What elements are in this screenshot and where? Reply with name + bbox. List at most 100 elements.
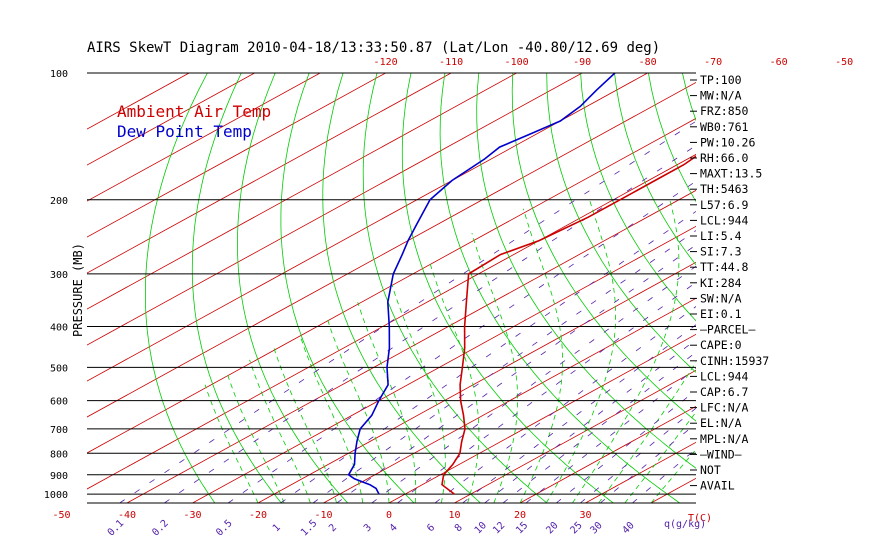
moist-adiabat-line bbox=[357, 301, 417, 503]
moist-adiabat-line bbox=[227, 374, 285, 503]
dry-adiabat-line bbox=[236, 73, 348, 503]
mixing-ratio-tick-label: 0.2 bbox=[150, 518, 171, 539]
top-temp-tick-label: -100 bbox=[505, 57, 529, 68]
top-temp-tick-label: -110 bbox=[439, 57, 463, 68]
isotherm-line bbox=[257, 261, 696, 503]
mixing-ratio-line bbox=[502, 351, 696, 503]
bottom-temp-tick-label: 20 bbox=[514, 510, 526, 521]
pressure-tick-label: 100 bbox=[50, 69, 68, 80]
moist-adiabat-line bbox=[390, 279, 446, 503]
dry-adiabat-line bbox=[476, 73, 696, 469]
moist-adiabat-line bbox=[204, 384, 259, 503]
dew-point-temp-line bbox=[347, 73, 616, 495]
mixing-ratio-tick-label: 8 bbox=[453, 522, 465, 534]
isotherm-line bbox=[87, 73, 517, 310]
index-item: EL:N/A bbox=[700, 416, 742, 430]
bottom-temp-tick-labels: -50 -40 -30 -20 -10 0 10 20 30 bbox=[52, 510, 591, 521]
moist-adiabat-line bbox=[545, 199, 616, 503]
isotherm-line bbox=[323, 297, 696, 503]
index-item: FRZ:850 bbox=[700, 104, 749, 118]
index-item: CAP:6.7 bbox=[700, 385, 749, 399]
mixing-ratio-line bbox=[397, 281, 696, 503]
moist-adiabat-line bbox=[273, 347, 337, 503]
pressure-tick-label: 800 bbox=[50, 449, 68, 460]
dry-adiabat-line bbox=[648, 73, 696, 203]
series-lines bbox=[347, 73, 696, 495]
pressure-tick-labels: 100 200 300 400 500 600 700 800 900 1000 bbox=[44, 69, 68, 501]
index-item: —PARCEL— bbox=[700, 323, 755, 337]
top-temp-tick-label: -60 bbox=[770, 57, 788, 68]
legend-ambient-air-temp: Ambient Air Temp bbox=[117, 102, 271, 121]
mixing-ratio-line bbox=[280, 210, 696, 503]
dry-adiabat-line bbox=[580, 73, 696, 322]
isotherm-line bbox=[126, 189, 696, 503]
index-item: TP:100 bbox=[700, 73, 742, 87]
bottom-temp-tick-label: -30 bbox=[183, 510, 201, 521]
top-temp-tick-label: -50 bbox=[835, 57, 853, 68]
index-item: —WIND— bbox=[700, 447, 742, 461]
dry-adiabat-line bbox=[511, 73, 696, 422]
mixing-ratio-tick-label: 6 bbox=[425, 522, 437, 534]
moist-adiabat-line bbox=[249, 359, 311, 503]
bottom-temp-tick-label: -40 bbox=[118, 510, 136, 521]
dry-adiabat-line bbox=[362, 73, 548, 503]
dry-adiabat-line bbox=[280, 73, 415, 503]
mixing-ratio-tick-label: 4 bbox=[388, 522, 400, 534]
index-item: LI:5.4 bbox=[700, 229, 742, 243]
isotherm-line bbox=[87, 81, 696, 418]
chart-title: AIRS SkewT Diagram 2010-04-18/13:33:50.8… bbox=[87, 40, 660, 56]
isotherm-line bbox=[650, 477, 696, 503]
mixing-ratio-tick-label: 0.5 bbox=[214, 518, 235, 539]
isotherm-line bbox=[87, 153, 696, 490]
index-item: MPL:N/A bbox=[700, 432, 749, 446]
dry-adiabat-line bbox=[852, 73, 870, 503]
top-temp-tick-labels: -120-110-100-90-80-70-60-50-40 bbox=[374, 57, 854, 68]
isotherm-line bbox=[87, 73, 321, 202]
mixing-ratio-tick-label: 3 bbox=[362, 522, 374, 534]
pressure-tick-label: 200 bbox=[50, 196, 68, 207]
dry-adiabat-line bbox=[818, 73, 870, 503]
moist-adiabat-line bbox=[572, 199, 680, 503]
mixing-ratio-line bbox=[434, 306, 696, 503]
mixing-ratio-tick-label: 25 bbox=[568, 520, 584, 536]
mixing-ratio-line bbox=[336, 244, 696, 503]
top-temp-tick-label: -70 bbox=[704, 57, 722, 68]
temp-unit-label: T(C) bbox=[688, 513, 712, 524]
dry-adiabat-line bbox=[546, 73, 696, 373]
mixing-ratio-line bbox=[525, 367, 696, 503]
dry-adiabat-line bbox=[144, 73, 216, 503]
top-temp-tick-label: -120 bbox=[374, 57, 398, 68]
index-item: SW:N/A bbox=[700, 291, 742, 305]
index-item: NOT bbox=[700, 463, 721, 477]
dry-adiabat-line bbox=[750, 73, 870, 503]
mixing-ratio-line bbox=[484, 339, 696, 503]
index-item: WB0:761 bbox=[700, 120, 749, 134]
mixing-ratio-tick-label: 1.5 bbox=[299, 518, 320, 539]
index-item: TH:5463 bbox=[700, 182, 749, 196]
mixing-ratio-tick-label: 20 bbox=[544, 520, 560, 536]
top-temp-tick-label: -90 bbox=[573, 57, 591, 68]
y-axis-label: PRESSURE (MB) bbox=[71, 243, 85, 337]
isotherm-line bbox=[87, 73, 255, 166]
bottom-temp-tick-label: 30 bbox=[579, 510, 591, 521]
isotherm-line bbox=[388, 333, 696, 503]
index-item: MAXT:13.5 bbox=[700, 167, 762, 181]
isotherm-line bbox=[87, 73, 648, 382]
pressure-tick-label: 600 bbox=[50, 397, 68, 408]
isotherm-line bbox=[192, 225, 696, 503]
pressure-tick-label: 300 bbox=[50, 270, 68, 281]
pressure-tick-label: 400 bbox=[50, 323, 68, 334]
dry-adiabat-line bbox=[401, 73, 614, 503]
dry-adiabat-line bbox=[614, 73, 696, 266]
pressure-tick-label: 900 bbox=[50, 471, 68, 482]
index-item: CINH:15937 bbox=[700, 354, 769, 368]
index-item: SI:7.3 bbox=[700, 245, 742, 259]
bottom-temp-tick-label: 10 bbox=[448, 510, 460, 521]
mixing-ratio-tick-label: 10 bbox=[473, 520, 489, 536]
index-item: MW:N/A bbox=[700, 89, 742, 103]
mixing-ratio-tick-label: 40 bbox=[621, 520, 637, 536]
moist-adiabat-line bbox=[299, 335, 364, 503]
moist-adiabat-line bbox=[429, 261, 480, 503]
pressure-tick-label: 500 bbox=[50, 363, 68, 374]
